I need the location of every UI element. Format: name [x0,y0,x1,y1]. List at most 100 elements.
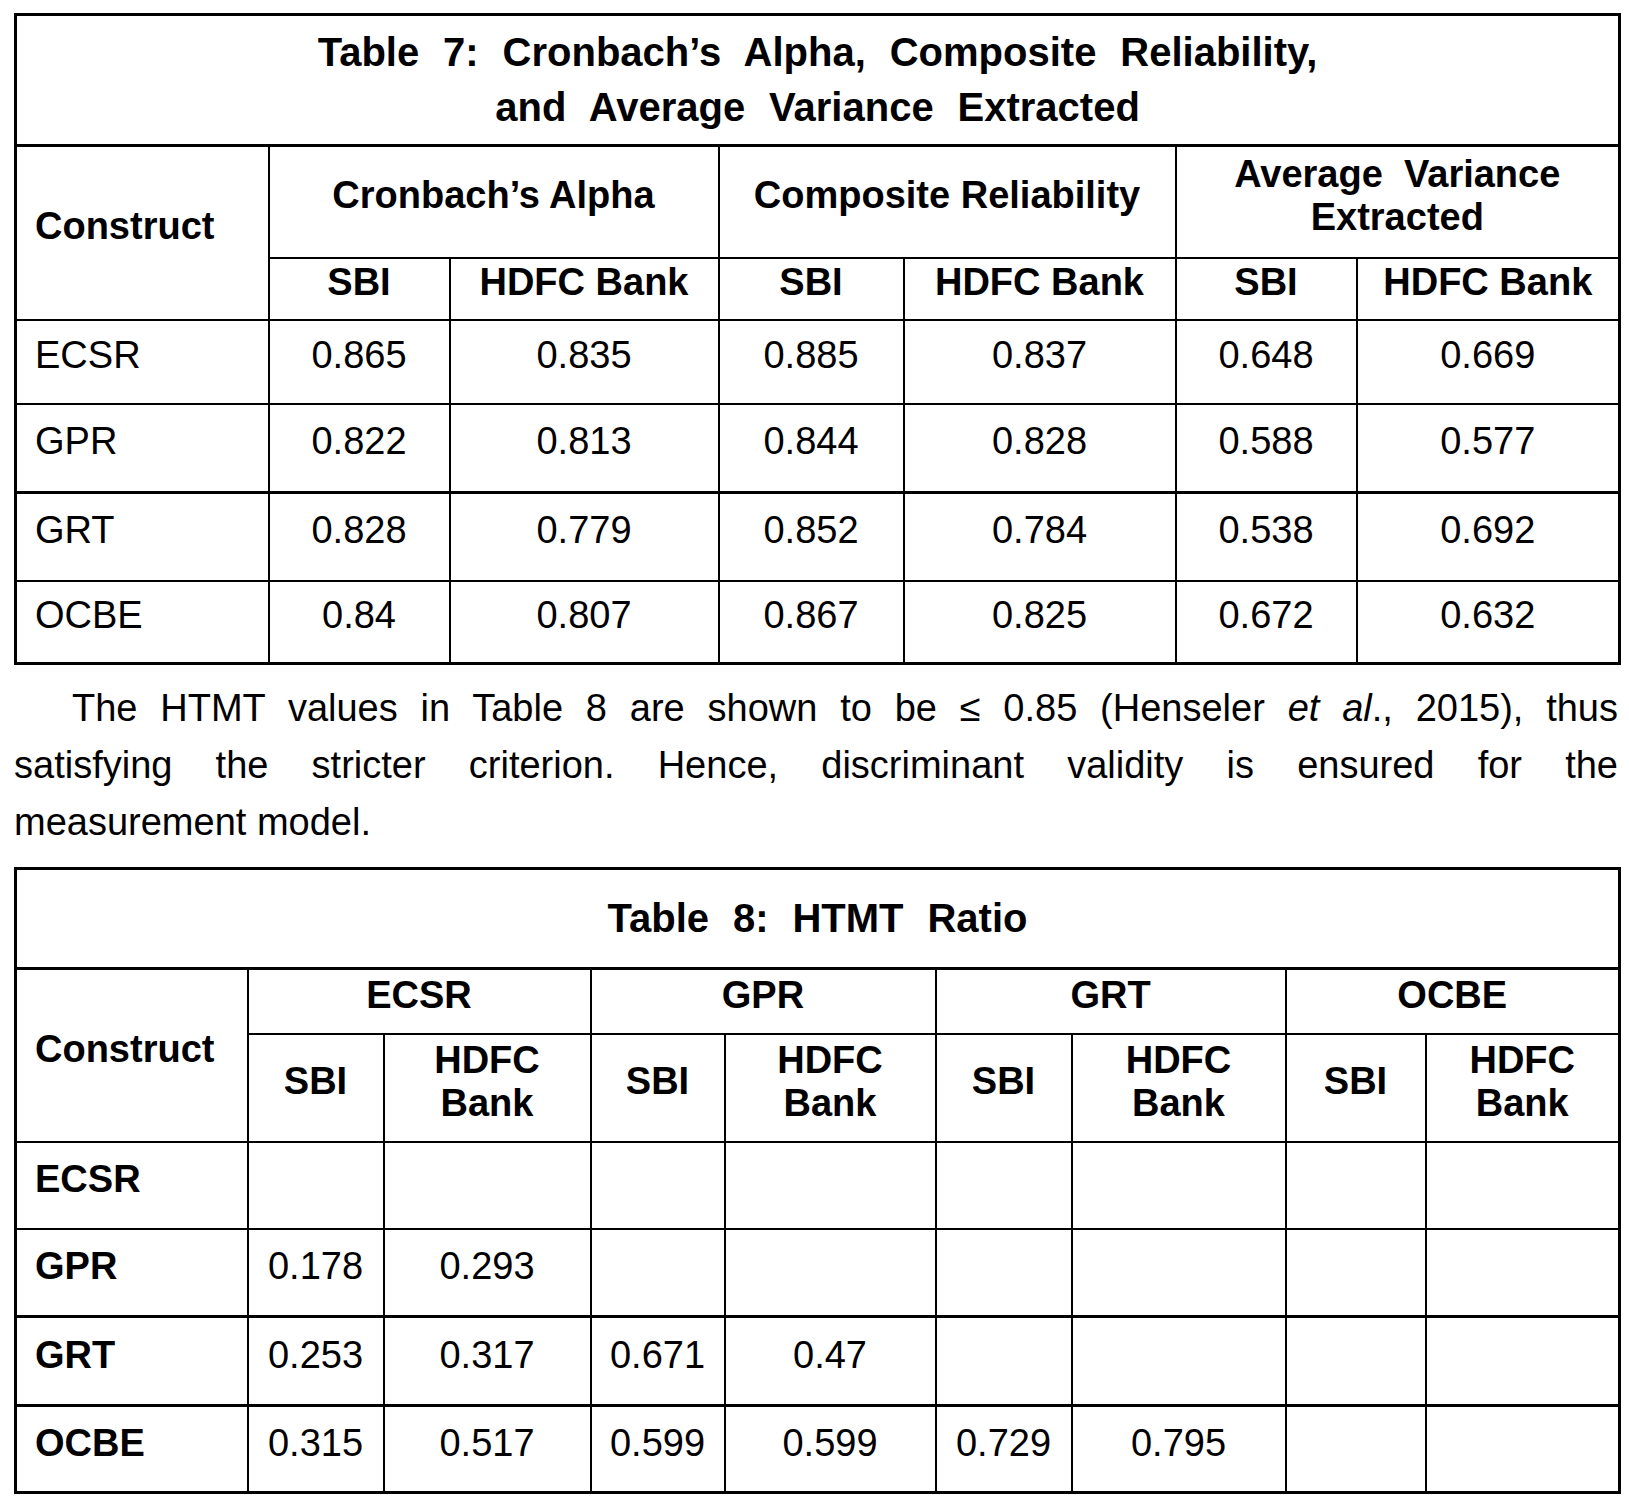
table8-value-cell: 0.729 [936,1406,1072,1493]
table7-value-cell: 0.813 [450,404,719,493]
table7-subheader-hdfc-3: HDFC Bank [1357,258,1620,320]
table7-value-cell: 0.852 [719,493,904,581]
table8-subheader-hdfc-text: HDFC Bank [1447,1039,1597,1125]
table8-subheader-sbi: SBI [591,1034,725,1142]
table7-row-ocbe: OCBE 0.84 0.807 0.867 0.825 0.672 0.632 [16,581,1620,664]
table8-value-cell [1286,1317,1426,1406]
table7-value-cell: 0.632 [1357,581,1620,664]
table8-value-cell: 0.317 [384,1317,591,1406]
table8-row-label: GPR [16,1229,248,1317]
table8-row-label: OCBE [16,1406,248,1493]
table7-group-composite: Composite Reliability [719,146,1176,258]
table7-value-cell: 0.837 [904,320,1176,404]
table7-value-cell: 0.84 [269,581,450,664]
paragraph-line-1: The HTMT values in Table 8 are shown to … [14,680,1618,737]
table8-value-cell [936,1229,1072,1317]
table8-value-cell: 0.293 [384,1229,591,1317]
table8-value-cell: 0.47 [725,1317,936,1406]
table7-title-line2: and Average Variance Extracted [21,80,1614,135]
table8-subheader-hdfc: HDFC Bank [725,1034,936,1142]
table7-value-cell: 0.867 [719,581,904,664]
table8-value-cell [384,1142,591,1229]
table7-value-cell: 0.885 [719,320,904,404]
table8-subheader-hdfc-text: HDFC Bank [412,1039,562,1125]
table7-value-cell: 0.648 [1176,320,1357,404]
table8-value-cell [1072,1229,1286,1317]
table7-reliability: Table 7: Cronbach’s Alpha, Composite Rel… [14,13,1621,665]
table8-subheader-sbi: SBI [936,1034,1072,1142]
paragraph-etal-italic: et al [1288,687,1372,729]
table8-group-gpr: GPR [591,969,936,1034]
table8-value-cell [936,1142,1072,1229]
table8-group-ecsr: ECSR [248,969,591,1034]
table8-construct-header: Construct [16,969,248,1142]
table8-group-grt: GRT [936,969,1286,1034]
table8-value-cell [1072,1142,1286,1229]
body-paragraph: The HTMT values in Table 8 are shown to … [14,680,1618,851]
table8-subheader-hdfc: HDFC Bank [384,1034,591,1142]
table8-htmt-ratio: Table 8: HTMT Ratio Construct ECSR GPR G… [14,867,1621,1494]
table8-value-cell [936,1317,1072,1406]
table7-value-cell: 0.828 [904,404,1176,493]
table7-value-cell: 0.672 [1176,581,1357,664]
table8-value-cell: 0.599 [725,1406,936,1493]
table8-value-cell [1426,1406,1620,1493]
table7-value-cell: 0.779 [450,493,719,581]
table7-value-cell: 0.588 [1176,404,1357,493]
table8-value-cell [591,1142,725,1229]
table8-value-cell [1286,1229,1426,1317]
table7-group-cronbach: Cronbach’s Alpha [269,146,719,258]
table8-value-cell: 0.671 [591,1317,725,1406]
table8-subheader-hdfc: HDFC Bank [1426,1034,1620,1142]
paragraph-text: The HTMT values in Table 8 are shown to … [72,687,1288,729]
table8-value-cell [248,1142,384,1229]
table7-title-line1: Table 7: Cronbach’s Alpha, Composite Rel… [21,25,1614,80]
table7-title: Table 7: Cronbach’s Alpha, Composite Rel… [16,15,1620,146]
document-page: Table 7: Cronbach’s Alpha, Composite Rel… [0,0,1629,1494]
table8-row-ecsr: ECSR [16,1142,1620,1229]
table7-value-cell: 0.669 [1357,320,1620,404]
table7-row-gpr: GPR 0.822 0.813 0.844 0.828 0.588 0.577 [16,404,1620,493]
table7-value-cell: 0.822 [269,404,450,493]
table8-subheader-hdfc-text: HDFC Bank [755,1039,905,1125]
table7-value-cell: 0.828 [269,493,450,581]
table7-value-cell: 0.538 [1176,493,1357,581]
paragraph-text: ., 2015), thus [1372,687,1618,729]
table8-value-cell [1426,1317,1620,1406]
table8-subheader-hdfc: HDFC Bank [1072,1034,1286,1142]
table7-subheader-sbi-1: SBI [269,258,450,320]
table7-value-cell: 0.865 [269,320,450,404]
table8-subheader-sbi: SBI [248,1034,384,1142]
table8-subheader-hdfc-text: HDFC Bank [1104,1039,1254,1125]
table8-value-cell: 0.795 [1072,1406,1286,1493]
table7-row-label: GRT [16,493,269,581]
table8-row-label: GRT [16,1317,248,1406]
table7-row-grt: GRT 0.828 0.779 0.852 0.784 0.538 0.692 [16,493,1620,581]
table7-construct-header: Construct [16,146,269,320]
table8-value-cell [1072,1317,1286,1406]
table7-value-cell: 0.784 [904,493,1176,581]
table7-row-ecsr: ECSR 0.865 0.835 0.885 0.837 0.648 0.669 [16,320,1620,404]
table7-subheader-sbi-3: SBI [1176,258,1357,320]
table7-value-cell: 0.807 [450,581,719,664]
table8-value-cell: 0.517 [384,1406,591,1493]
table7-row-label: OCBE [16,581,269,664]
table8-value-cell: 0.599 [591,1406,725,1493]
table7-value-cell: 0.844 [719,404,904,493]
table7-value-cell: 0.577 [1357,404,1620,493]
table8-value-cell [1426,1142,1620,1229]
table8-value-cell [1426,1229,1620,1317]
table7-row-label: GPR [16,404,269,493]
table8-row-ocbe: OCBE 0.315 0.517 0.599 0.599 0.729 0.795 [16,1406,1620,1493]
table7-row-label: ECSR [16,320,269,404]
paragraph-line-2: satisfying the stricter criterion. Hence… [14,737,1618,794]
table8-value-cell [1286,1142,1426,1229]
table8-subheader-sbi: SBI [1286,1034,1426,1142]
table8-row-label: ECSR [16,1142,248,1229]
table7-group-ave: Average Variance Extracted [1176,146,1620,258]
table8-group-ocbe: OCBE [1286,969,1620,1034]
paragraph-line-3: measurement model. [14,794,1618,851]
table8-value-cell: 0.253 [248,1317,384,1406]
table8-value-cell [1286,1406,1426,1493]
table7-value-cell: 0.835 [450,320,719,404]
